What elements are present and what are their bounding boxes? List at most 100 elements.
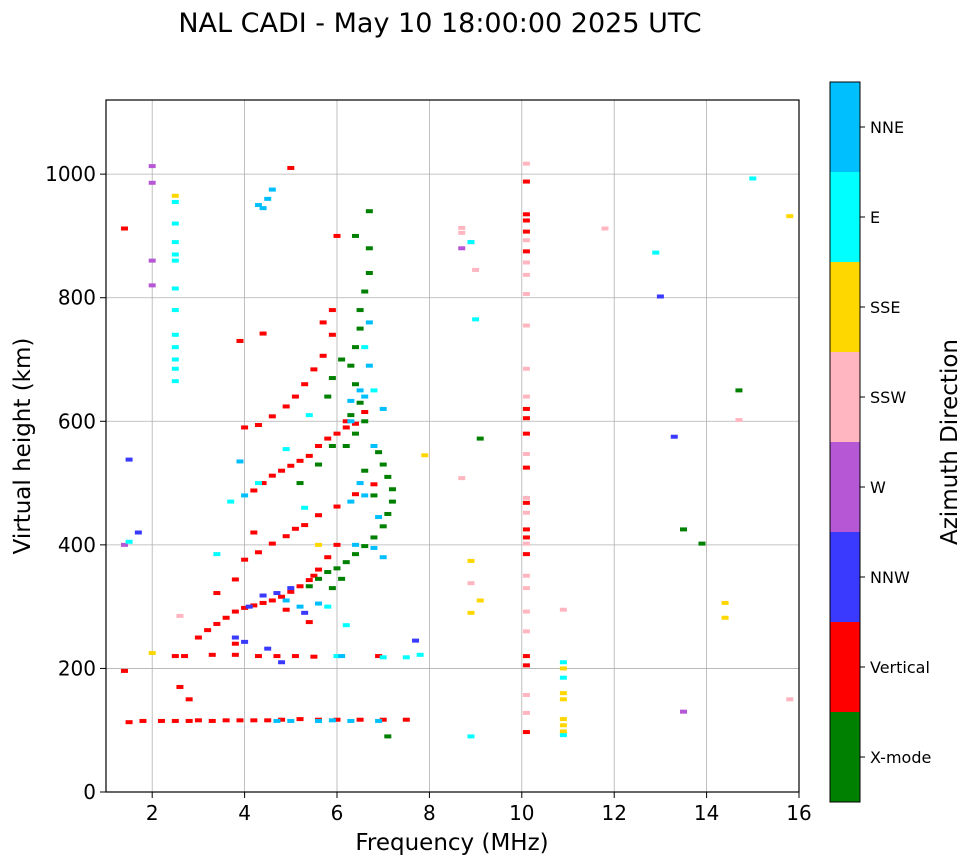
data-point: [315, 444, 323, 448]
colorbar-segment: [830, 622, 860, 712]
data-point: [204, 628, 212, 633]
data-point: [194, 718, 202, 723]
colorbar-tick-label: Vertical: [870, 658, 930, 677]
data-point: [365, 363, 373, 368]
data-point: [522, 238, 530, 243]
data-point: [296, 458, 304, 463]
x-axis-label: Frequency (MHz): [355, 830, 548, 856]
series-sse: [148, 193, 794, 734]
data-point: [356, 400, 364, 405]
colorbar-segment: [830, 262, 860, 352]
data-point: [356, 481, 364, 486]
data-point: [522, 212, 530, 217]
data-point: [522, 161, 530, 166]
data-point: [522, 654, 530, 659]
data-point: [347, 413, 355, 418]
data-point: [522, 710, 530, 715]
data-point: [315, 567, 323, 572]
data-point: [148, 283, 156, 288]
data-point: [264, 646, 272, 651]
data-point: [278, 594, 286, 599]
data-point: [522, 609, 530, 614]
data-point: [125, 539, 133, 544]
data-point: [361, 419, 369, 424]
data-point: [601, 226, 609, 231]
data-point: [333, 566, 341, 571]
data-point: [375, 718, 383, 723]
series-ssw: [176, 161, 794, 715]
data-point: [522, 218, 530, 223]
data-point: [287, 589, 295, 594]
data-point: [148, 180, 156, 185]
data-point: [222, 718, 230, 723]
data-point: [351, 431, 359, 436]
data-point: [315, 718, 323, 723]
data-point: [296, 481, 304, 486]
y-axis-label: Virtual height (km): [10, 338, 36, 555]
y-tick-label: 800: [58, 286, 96, 310]
data-point: [522, 431, 530, 436]
data-point: [421, 453, 429, 458]
data-point: [379, 524, 387, 529]
data-point: [315, 576, 323, 581]
data-point: [171, 308, 179, 313]
data-point: [333, 717, 341, 722]
data-point: [305, 413, 313, 418]
data-point: [241, 557, 249, 562]
data-point: [296, 717, 304, 722]
data-point: [259, 331, 267, 336]
data-point: [241, 425, 249, 430]
data-point: [365, 246, 373, 251]
data-point: [310, 573, 318, 578]
data-point: [559, 675, 567, 680]
data-point: [291, 654, 299, 659]
data-point: [721, 600, 729, 605]
colorbar-tick-label: SSE: [870, 298, 900, 317]
data-point: [522, 535, 530, 540]
data-point: [171, 240, 179, 245]
data-point: [254, 481, 262, 486]
data-point: [333, 233, 341, 238]
data-point: [379, 717, 387, 722]
x-tick-label: 10: [509, 801, 534, 825]
data-point: [268, 541, 276, 546]
data-point: [254, 654, 262, 659]
data-point: [347, 718, 355, 723]
data-point: [282, 404, 290, 409]
data-point: [231, 609, 239, 614]
data-point: [231, 652, 239, 657]
data-point: [522, 272, 530, 277]
data-point: [213, 591, 221, 596]
data-point: [361, 289, 369, 294]
data-point: [472, 317, 480, 322]
azimuth-colorbar: X-mode Vertical NNW W SSW SSE E NNE: [829, 81, 931, 803]
colorbar-segment: [830, 712, 860, 802]
data-point: [559, 733, 567, 738]
colorbar-segment: [830, 532, 860, 622]
series-e: [125, 176, 757, 739]
data-point: [522, 552, 530, 557]
data-point: [559, 666, 567, 671]
data-point: [467, 240, 475, 245]
data-point: [176, 684, 184, 689]
data-point: [786, 214, 794, 219]
data-point: [351, 552, 359, 557]
x-tick-label: 6: [331, 801, 344, 825]
y-axis-ticks: 0 200 400 600 800 1000: [45, 162, 106, 804]
data-point: [213, 552, 221, 557]
data-point: [458, 225, 466, 230]
data-point: [185, 718, 193, 723]
x-tick-label: 4: [238, 801, 251, 825]
data-point: [351, 233, 359, 238]
data-point: [365, 271, 373, 275]
data-point: [388, 499, 396, 504]
data-point: [268, 414, 276, 419]
data-point: [319, 320, 327, 325]
data-point: [379, 462, 387, 467]
data-point: [222, 615, 230, 620]
x-tick-label: 2: [146, 801, 159, 825]
data-point: [370, 444, 378, 448]
data-point: [522, 663, 530, 668]
data-point: [384, 474, 392, 479]
